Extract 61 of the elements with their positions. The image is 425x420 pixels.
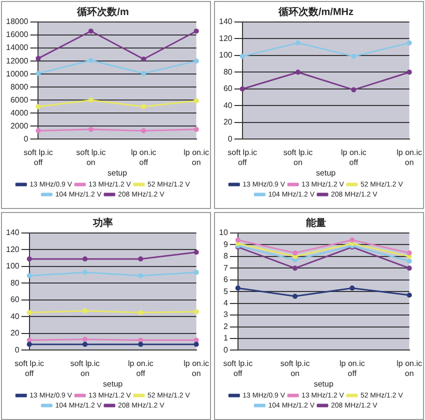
chart-title: 循环次数/m <box>76 6 129 18</box>
y-tick-label: 80 <box>10 278 20 288</box>
y-tick-label: 40 <box>10 312 20 321</box>
y-tick-label: 140 <box>6 228 20 238</box>
x-tick-label: lp on.ic on <box>184 148 210 167</box>
x-tick-label: soft lp.ic on <box>70 359 100 378</box>
y-tick-label: 6 <box>223 275 228 284</box>
y-tick-label: 3 <box>223 310 228 320</box>
x-axis-title: setup <box>314 379 334 388</box>
x-tick-label: soft lp.ic off <box>24 148 53 167</box>
chart-title: 功率 <box>92 216 113 229</box>
x-tick-label: soft lp.ic on <box>283 148 313 167</box>
x-axis-title: setup <box>107 168 128 178</box>
chart-title: 能量 <box>306 216 326 229</box>
x-tick-label: lp on.ic on <box>396 359 422 378</box>
x-tick-label: lp on.ic on <box>396 148 422 167</box>
y-tick-label: 9 <box>223 240 228 249</box>
x-tick-label: lp on.ic off <box>128 359 154 378</box>
y-tick-label: 7 <box>223 263 228 272</box>
x-tick-label: soft lp.ic off <box>228 148 258 167</box>
y-tick-label: 0 <box>228 134 233 144</box>
y-tick-label: 2 <box>223 322 228 331</box>
y-tick-label: 1 <box>223 334 228 343</box>
y-tick-label: 10000 <box>6 69 29 78</box>
x-tick-label: lp on.ic off <box>130 148 156 167</box>
x-axis-title: setup <box>316 168 336 178</box>
y-tick-label: 0 <box>14 345 20 354</box>
y-tick-label: 10 <box>218 228 228 238</box>
x-axis-title: setup <box>103 379 124 388</box>
y-tick-label: 40 <box>223 100 233 110</box>
x-tick-label: lp on.ic on <box>184 359 210 378</box>
y-tick-label: 0 <box>223 345 228 354</box>
y-tick-label: 5 <box>223 286 228 296</box>
y-tick-label: 20 <box>223 118 233 127</box>
x-tick-label: lp on.ic off <box>340 148 366 167</box>
y-tick-label: 18000 <box>6 17 29 26</box>
y-tick-label: 120 <box>6 244 20 254</box>
x-tick-label: lp on.ic off <box>340 359 365 378</box>
y-tick-label: 8000 <box>10 82 29 92</box>
y-tick-label: 80 <box>223 67 233 76</box>
y-tick-label: 60 <box>223 84 233 94</box>
x-tick-label: soft lp.ic on <box>76 148 106 167</box>
y-tick-label: 140 <box>218 17 233 26</box>
y-tick-label: 4 <box>223 298 228 308</box>
y-tick-label: 20 <box>10 328 20 338</box>
y-tick-label: 100 <box>6 262 20 271</box>
y-tick-label: 6000 <box>10 95 29 104</box>
y-tick-label: 0 <box>24 134 29 144</box>
y-tick-label: 16000 <box>6 30 29 40</box>
chart-title: 循环次数/m/MHz <box>278 6 354 18</box>
y-tick-label: 12000 <box>6 56 29 66</box>
y-tick-label: 100 <box>218 50 233 60</box>
x-tick-label: soft lp.ic off <box>223 359 253 378</box>
x-tick-label: soft lp.ic on <box>280 359 310 378</box>
y-tick-label: 14000 <box>6 43 29 52</box>
x-tick-label: soft lp.ic off <box>14 359 44 378</box>
y-tick-label: 60 <box>10 295 20 304</box>
y-tick-label: 120 <box>218 34 233 43</box>
y-tick-label: 8 <box>223 252 228 261</box>
y-tick-label: 4000 <box>10 108 29 118</box>
y-tick-label: 2000 <box>10 121 29 130</box>
